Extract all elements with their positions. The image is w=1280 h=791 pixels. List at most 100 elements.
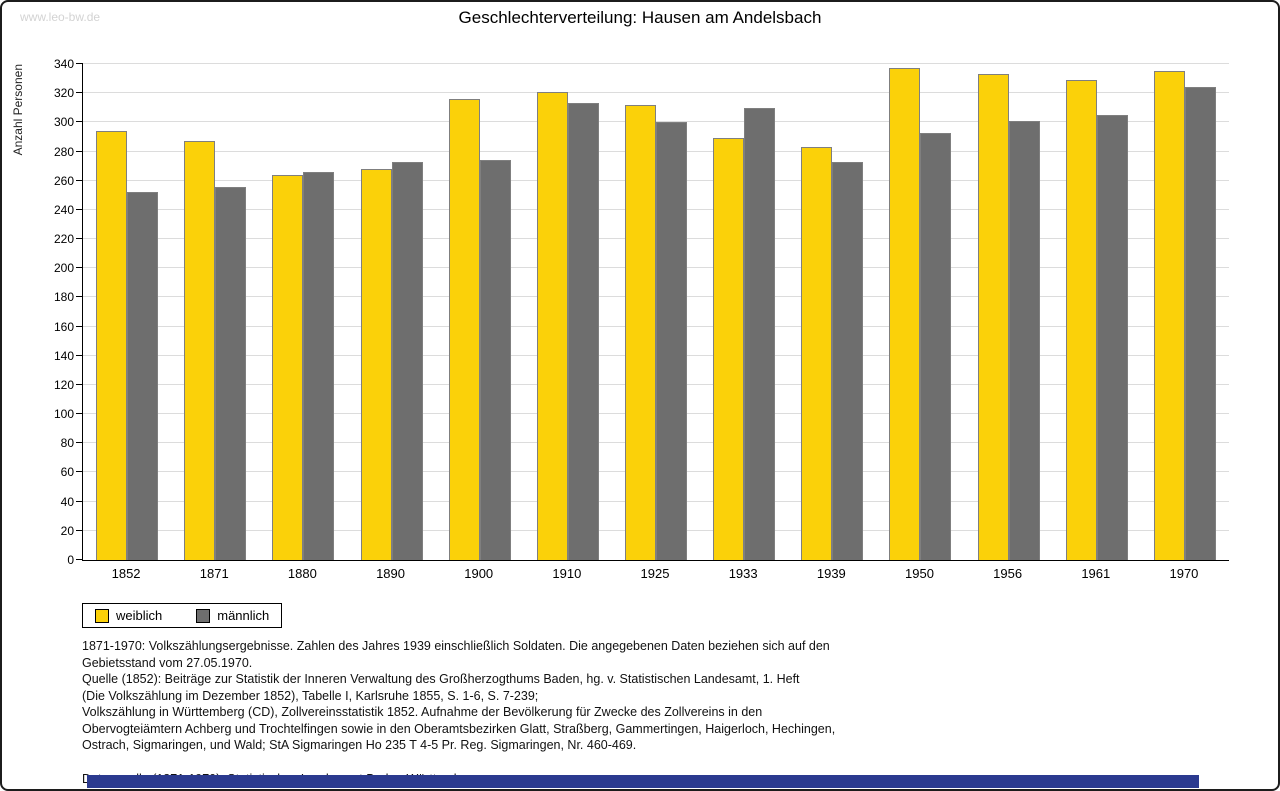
bar-weiblich-1950 [889,68,921,560]
bar-männlich-1933 [744,107,776,560]
watermark: www.leo-bw.de [20,10,101,24]
legend-item-männlich: männlich [196,608,269,623]
bar-männlich-1925 [656,122,688,560]
bar-weiblich-1900 [448,99,480,560]
note-line: Volkszählung in Württemberg (CD), Zollve… [82,705,763,719]
y-tick-label: 120 [53,377,74,392]
x-tick-label-1950: 1950 [905,566,934,581]
bar-group-1880 [259,64,347,560]
chart-title: Geschlechterverteilung: Hausen am Andels… [458,8,822,27]
y-tick-label: 80 [60,436,74,451]
x-tick-label-1970: 1970 [1169,566,1199,581]
bar-weiblich-1970 [1153,71,1185,560]
y-axis-tick-labels: 0 20 40 60 80 100 120 140 160 180 200 220 240 260 280 3… [2,57,78,567]
bar-group-1939 [788,64,876,560]
y-tick-label: 260 [53,173,74,188]
y-tick-label: 20 [60,523,74,538]
x-tick-label-1852: 1852 [111,566,141,581]
y-tick-label: 40 [60,494,74,509]
bar-männlich-1956 [1008,120,1040,560]
note-line: (Die Volkszählung im Dezember 1852), Tab… [82,688,539,703]
x-tick-label-1880: 1880 [287,566,317,581]
bar-männlich-1910 [567,103,599,560]
bar-männlich-1900 [479,160,511,560]
note-line: Obervogteiämtern Achberg und Trochtelfin… [82,721,836,736]
y-tick-label: 320 [53,86,74,101]
x-tick-label-1961: 1961 [1081,566,1111,581]
bar-group-1933 [700,64,788,560]
legend-item-weiblich: weiblich [95,608,162,623]
bar-weiblich-1890 [360,169,392,560]
notes: 1871-1970: Volkszählungsergebnisse. Zahl… [82,638,922,787]
y-axis-tickmark [76,559,83,560]
bar-weiblich-1871 [184,141,216,560]
y-axis-tickmark [76,208,83,210]
bar-männlich-1890 [391,161,423,560]
note-line: Quelle (1852): Beiträge zur Statistik de… [82,672,800,686]
y-axis-tickmark [76,179,83,181]
legend-swatch [196,608,211,623]
bar-group-1900 [436,64,524,560]
x-axis-tick-labels: 1852 1871 1880 1890 1900 1910 1925 1933 1939 1950… [82,566,1228,581]
bar-group-1852 [83,64,171,560]
y-tick-label: 200 [53,261,74,276]
legend-label: weiblich [116,608,163,623]
plot-area [76,63,1229,561]
y-axis-tickmark [76,500,83,502]
gridline [83,92,1229,94]
gridline [83,63,1229,64]
bar-weiblich-1939 [801,147,833,560]
y-axis-tickmark [76,296,83,298]
bar-weiblich-1852 [96,131,128,560]
note-paragraph: 1871-1970: Volkszählungsergebnisse. Zahl… [82,638,922,754]
bar-männlich-1961 [1096,115,1128,560]
y-tick-label: 160 [53,319,74,334]
bar-group-1925 [612,64,700,560]
bar-männlich-1871 [215,186,247,560]
x-tick-label-1910: 1910 [552,566,582,581]
y-axis-tickmark [76,354,83,356]
y-tick-label: 280 [53,144,74,159]
y-axis-tickmark [76,413,83,415]
bar-group-1910 [524,64,612,560]
y-tick-label: 300 [53,115,74,130]
x-tick-label-1900: 1900 [464,566,494,581]
y-tick-label: 180 [53,290,74,305]
bar-weiblich-1961 [1065,80,1097,560]
y-axis-tickmark [76,325,83,327]
bar-weiblich-1880 [272,174,304,560]
bar-group-1961 [1053,64,1141,560]
y-axis-tickmark [76,63,83,64]
y-tick-label: 240 [53,202,74,217]
y-tick-label: 220 [53,232,74,247]
bar-group-1950 [876,64,964,560]
bar-männlich-1970 [1184,87,1216,560]
note-line: Ostrach, Sigmaringen, und Wald; StA Sigm… [82,738,637,752]
x-tick-label-1956: 1956 [993,566,1023,581]
legend: weiblich männlich [82,603,283,628]
bar-weiblich-1910 [536,91,568,560]
y-axis-tickmark [76,529,83,531]
bar-group-1890 [347,64,435,560]
x-tick-label-1871: 1871 [199,566,229,581]
bar-weiblich-1925 [625,104,657,560]
bar-weiblich-1933 [713,138,745,560]
legend-label: männlich [217,608,270,623]
bar-männlich-1852 [127,192,159,560]
bar-group-1956 [965,64,1053,560]
legend-swatch [95,608,109,623]
bar-groups [83,64,1229,560]
bar-männlich-1950 [920,132,952,560]
bar-group-1871 [171,64,259,560]
bar-männlich-1880 [303,171,335,560]
y-axis-tickmark [76,383,83,385]
y-axis-tickmark [76,471,83,473]
footer-bar [87,775,1199,788]
bar-männlich-1939 [832,161,864,560]
y-axis-tickmark [76,442,83,444]
x-tick-label-1890: 1890 [376,566,405,581]
note-line: 1871-1970: Volkszählungsergebnisse. Zahl… [82,639,830,653]
y-axis-tickmark [76,238,83,240]
note-line: Gebietsstand vom 27.05.1970. [82,655,253,670]
